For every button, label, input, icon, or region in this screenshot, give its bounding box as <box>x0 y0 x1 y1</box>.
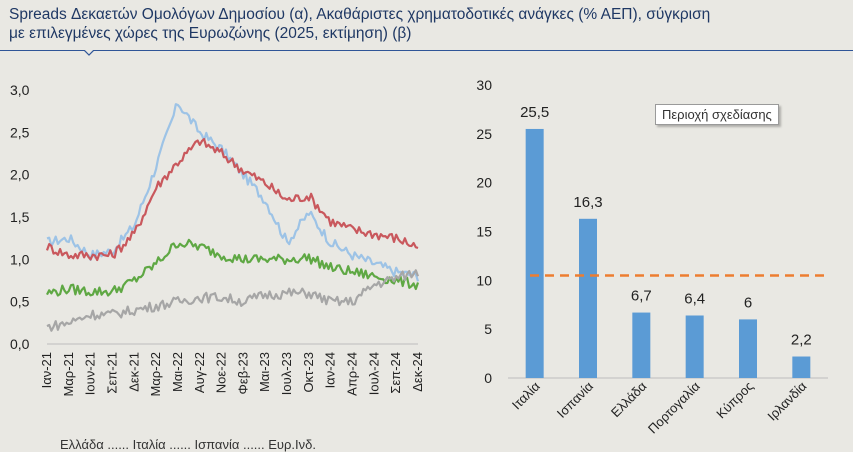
y-tick-label: 0,0 <box>10 336 30 352</box>
x-tick-label: Ιουν-21 <box>83 352 98 395</box>
x-tick-label: Ιαν-24 <box>323 352 338 388</box>
y-tick-label: 15 <box>476 224 492 240</box>
y-tick-label: 3,0 <box>10 82 30 98</box>
plot-area-tooltip: Περιοχή σχεδίασης <box>655 104 779 125</box>
series-line <box>46 269 420 332</box>
bar <box>792 356 811 378</box>
x-tick-label: Μαι-23 <box>257 352 272 392</box>
x-tick-label: Δεκ-21 <box>126 352 141 392</box>
bar <box>739 319 757 378</box>
x-tick-label: Μαρ-21 <box>61 352 76 397</box>
title-divider <box>0 50 853 51</box>
category-label: Ιρλανδία <box>764 378 809 423</box>
legend-footnote: Ελλάδα ...... Ιταλία ...... Ισπανία ....… <box>60 437 316 452</box>
category-label: Ελλάδα <box>608 378 650 420</box>
y-tick-label: 5 <box>484 321 492 337</box>
y-tick-label: 0 <box>484 370 492 386</box>
bar-value-label: 16,3 <box>573 194 602 211</box>
category-label: Κύπρος <box>713 379 756 422</box>
y-tick-label: 2,0 <box>10 167 30 183</box>
title-notch-mark <box>84 50 94 56</box>
x-tick-label: Σεπ-21 <box>104 352 119 394</box>
x-tick-label: Φεβ-23 <box>235 352 250 394</box>
y-tick-label: 1,5 <box>10 209 30 225</box>
y-tick-label: 25 <box>476 126 492 142</box>
category-label: Πορτογαλία <box>645 378 703 436</box>
category-label: Ιταλία <box>509 378 543 412</box>
spreads-line-chart: 0,0 0,5 1,0 1,5 2,0 2,5 3,0 Ιαν-21 Μαρ-21 Ιουν-21… <box>10 82 425 397</box>
y-tick-label: 20 <box>476 175 492 191</box>
chart-title: Spreads Δεκαετών Ομολόγων Δημοσίου (α), … <box>9 6 711 42</box>
bar-value-label: 6,4 <box>684 290 705 307</box>
category-label: Ισπανία <box>554 378 597 421</box>
x-tick-label: Ιουλ-23 <box>279 352 294 395</box>
x-tick-label: Μαρ-22 <box>148 352 163 397</box>
x-tick-label: Αυγ-22 <box>192 352 207 393</box>
series-line <box>45 137 419 262</box>
y-tick-label: 10 <box>476 272 492 288</box>
bar <box>525 128 544 378</box>
x-tick-label: Μαι-22 <box>170 352 185 392</box>
x-tick-label: Νοε-22 <box>214 352 229 393</box>
y-tick-label: 1,0 <box>10 251 30 267</box>
x-tick-label: Ιουλ-24 <box>366 352 381 395</box>
bar-value-label: 6,7 <box>631 288 652 305</box>
x-tick-label: Δεκ-24 <box>410 352 425 392</box>
x-tick-label: Σεπ-24 <box>388 352 403 394</box>
x-tick-label: Οκτ-23 <box>301 352 316 393</box>
bar-value-label: 2,2 <box>791 332 812 349</box>
y-tick-label: 30 <box>476 77 492 93</box>
bar-value-label: 6 <box>744 294 752 311</box>
y-tick-label: 2,5 <box>10 124 30 140</box>
x-tick-label: Ιαν-21 <box>39 352 54 388</box>
bar <box>632 312 651 378</box>
bar <box>579 218 597 378</box>
bar <box>685 315 704 378</box>
x-tick-label: Απρ-24 <box>345 352 360 396</box>
bar-value-label: 25,5 <box>520 104 549 121</box>
series-line <box>46 238 420 297</box>
y-tick-label: 0,5 <box>10 294 30 310</box>
